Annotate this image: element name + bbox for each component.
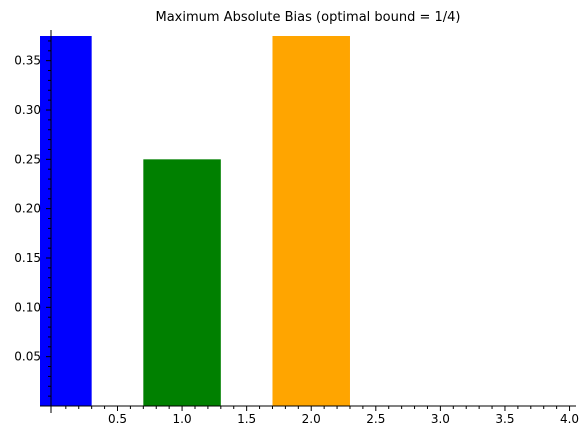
- bars-layer: [40, 36, 350, 406]
- y-tick-label: 0.30: [14, 103, 41, 117]
- x-tick-label: 1.0: [173, 412, 192, 426]
- x-tick-label: 0.5: [108, 412, 127, 426]
- bar-2: [272, 36, 350, 406]
- x-tick-label: 2.5: [366, 412, 385, 426]
- x-tick-label: 4.0: [560, 412, 579, 426]
- x-tick-label: 3.0: [431, 412, 450, 426]
- y-tick-label: 0.05: [14, 350, 41, 364]
- y-tick-label: 0.15: [14, 251, 41, 265]
- x-tick-label: 3.5: [495, 412, 514, 426]
- axes-layer: 0.5 1.0 1.5 2.0 2.5 3.0 3.5 4.0 0.05 0.10 0.15 0.20…: [14, 30, 579, 426]
- y-tick-label: 0.25: [14, 152, 41, 166]
- bar-0: [40, 36, 92, 406]
- x-tick-label: 2.0: [302, 412, 321, 426]
- y-tick-label: 0.35: [14, 54, 41, 68]
- y-tick-label: 0.10: [14, 300, 41, 314]
- bar-1: [143, 159, 221, 406]
- y-tick-label: 0.20: [14, 202, 41, 216]
- chart-title: Maximum Absolute Bias (optimal bound = 1…: [156, 10, 461, 25]
- x-tick-label: 1.5: [237, 412, 256, 426]
